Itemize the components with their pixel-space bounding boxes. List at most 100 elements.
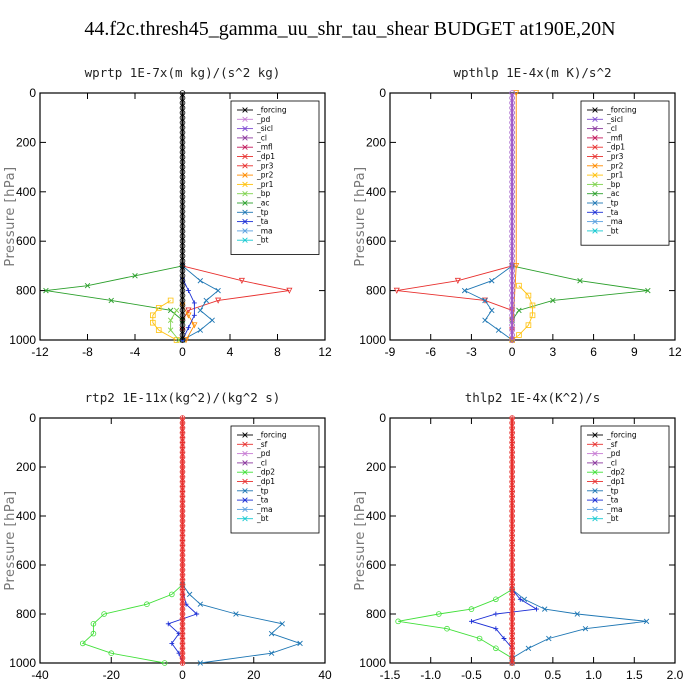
legend-marker xyxy=(242,135,248,141)
y-axis-label: Pressure [hPa] xyxy=(3,490,18,590)
legend-entry: _forcing xyxy=(606,106,637,115)
data-point xyxy=(108,650,115,656)
x-tick-label: 3 xyxy=(550,345,557,359)
legend-marker xyxy=(242,163,248,169)
x-tick-label: -20 xyxy=(103,668,121,682)
legend-box xyxy=(230,100,320,255)
x-tick-label: 1.0 xyxy=(585,668,602,682)
legend-entry: _pr1 xyxy=(256,180,274,189)
data-point xyxy=(501,636,507,641)
legend-entry: _pr2 xyxy=(606,161,624,170)
legend-marker xyxy=(592,172,598,178)
legend-marker xyxy=(592,190,598,197)
data-point xyxy=(197,601,204,607)
legend-marker xyxy=(592,200,598,206)
data-point xyxy=(186,288,191,293)
legend-marker xyxy=(242,497,248,503)
legend-marker xyxy=(242,488,248,494)
legend-marker xyxy=(242,441,248,448)
series-forcing xyxy=(509,415,515,666)
y-tick-label: 200 xyxy=(16,135,36,149)
data-point xyxy=(179,660,186,666)
y-tick-label: 400 xyxy=(16,185,36,199)
legend-entry: _ma xyxy=(606,505,623,514)
y-tick-label: 600 xyxy=(366,558,386,572)
data-point xyxy=(444,625,450,632)
x-tick-label: 0.0 xyxy=(504,668,521,682)
legend-marker xyxy=(592,209,598,216)
legend-entry: _mfl xyxy=(256,143,273,152)
legend-box xyxy=(580,100,670,246)
legend-marker xyxy=(242,506,248,513)
data-point xyxy=(197,660,204,666)
legend-marker xyxy=(592,163,598,169)
y-tick-label: 0 xyxy=(379,86,386,100)
x-tick-label: 0 xyxy=(509,345,516,359)
data-point xyxy=(582,625,589,632)
data-point xyxy=(215,297,222,304)
series-line xyxy=(45,265,183,340)
legend-entry: _bp xyxy=(606,180,621,189)
x-tick-label: 12 xyxy=(668,345,682,359)
data-point xyxy=(493,611,499,617)
data-point xyxy=(90,620,97,627)
legend-marker xyxy=(242,125,248,132)
data-point xyxy=(468,606,475,612)
series-line xyxy=(396,265,513,340)
x-tick-label: 20 xyxy=(247,668,261,682)
data-point xyxy=(268,650,275,656)
legend-entry: _tp xyxy=(256,486,269,495)
data-point xyxy=(161,660,168,666)
legend-entry: _dp1 xyxy=(606,143,625,152)
series-pr1 xyxy=(150,297,180,343)
data-point xyxy=(525,292,532,299)
legend-entry: _dp1 xyxy=(256,152,275,161)
data-point xyxy=(186,325,191,331)
x-tick-label: 8 xyxy=(274,345,281,359)
legend-marker xyxy=(242,228,248,234)
legend: _forcing_sf_pd_cl_dp2_dp1_tp_ta_ma_bt xyxy=(580,425,670,534)
legend-entry: _dp1 xyxy=(606,477,625,486)
data-point xyxy=(150,312,156,319)
x-tick-label: -3 xyxy=(466,345,477,359)
series-line xyxy=(170,310,180,341)
legend-marker xyxy=(592,497,598,503)
legend-entry: _dp2 xyxy=(256,468,275,477)
series-ac xyxy=(43,263,186,343)
data-point xyxy=(645,287,651,294)
y-tick-label: 1000 xyxy=(9,333,36,347)
legend-marker xyxy=(242,200,248,206)
legend: _forcing_sf_pd_cl_dp2_dp1_tp_ta_ma_bt xyxy=(230,425,320,534)
y-tick-label: 800 xyxy=(16,284,36,298)
series-line xyxy=(182,278,195,341)
legend-entry: _bt xyxy=(606,226,619,235)
legend-marker xyxy=(242,478,248,485)
legend-marker xyxy=(242,218,248,225)
y-axis-label: Pressure [hPa] xyxy=(3,166,18,266)
legend-marker xyxy=(592,478,598,485)
series-tp xyxy=(179,581,303,666)
data-point xyxy=(191,312,197,318)
data-point xyxy=(493,645,499,652)
legend-entry: _sf xyxy=(606,440,618,449)
legend-entry: _forcing xyxy=(256,431,287,440)
data-point xyxy=(461,287,468,294)
data-point xyxy=(516,307,522,314)
data-point xyxy=(643,618,650,625)
data-point xyxy=(513,90,520,97)
y-tick-label: 600 xyxy=(16,558,36,572)
legend-marker xyxy=(592,432,598,438)
data-point xyxy=(90,630,97,637)
data-point xyxy=(529,312,536,319)
legend-entry: _tp xyxy=(606,486,619,495)
x-tick-label: -9 xyxy=(385,345,396,359)
series-dp1 xyxy=(393,263,516,344)
legend-entry: _ma xyxy=(256,226,273,235)
data-point xyxy=(493,626,499,632)
y-tick-label: 0 xyxy=(379,411,386,425)
legend-entry: _bt xyxy=(606,514,619,523)
x-tick-label: 0 xyxy=(179,345,186,359)
legend-entry: _cl xyxy=(256,133,267,142)
data-point xyxy=(144,601,150,607)
data-point xyxy=(529,302,536,309)
